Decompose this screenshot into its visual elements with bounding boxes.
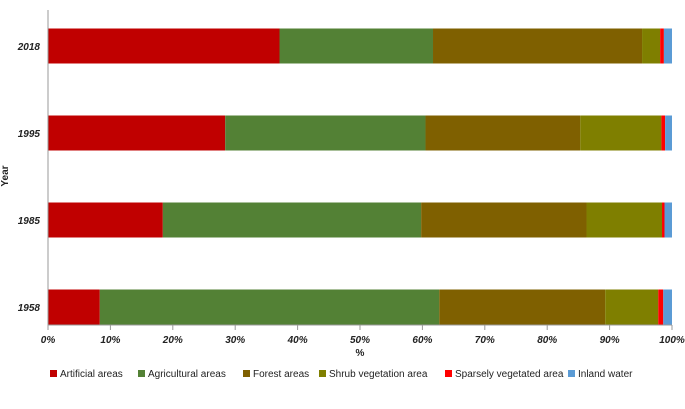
x-axis-ticks: 0% 10% 20% 30% 40% 50% 60% 70% 80% 90% 100%	[41, 325, 685, 346]
x-tick-label: 30%	[225, 335, 245, 346]
legend-label: Inland water	[578, 369, 633, 380]
bar-2018-inland-water	[663, 28, 672, 64]
x-tick-label: 0%	[41, 335, 56, 346]
bar-1985-shrub-vegetation-area	[586, 202, 663, 238]
bar-2018-agricultural-areas	[279, 28, 434, 64]
y-axis-title: Year	[0, 165, 11, 186]
bar-1985-agricultural-areas	[162, 202, 422, 238]
legend: Artificial areas Agricultural areas Forest…	[50, 369, 633, 380]
bar-1995-sparsely-vegetated-area	[661, 115, 666, 151]
bar-1995-inland-water	[665, 115, 672, 151]
x-tick-label: 70%	[475, 335, 495, 346]
legend-label: Sparsely vegetated area	[455, 369, 564, 380]
x-tick-label: 80%	[537, 335, 557, 346]
bar-2018-shrub-vegetation-area	[642, 28, 661, 64]
bar-2018-artificial-areas	[48, 28, 280, 64]
x-tick-label: 20%	[162, 335, 183, 346]
bar-1958-agricultural-areas	[99, 289, 440, 325]
bar-1985-artificial-areas	[48, 202, 163, 238]
legend-label: Forest areas	[253, 369, 309, 380]
x-tick-label: 60%	[412, 335, 432, 346]
y-axis-category-labels: 2018 1995 1985 1958	[17, 42, 41, 314]
bar-1985-inland-water	[664, 202, 672, 238]
legend-swatch	[50, 370, 57, 377]
x-tick-label: 90%	[600, 335, 620, 346]
legend-swatch	[568, 370, 575, 377]
y-category-label: 1985	[18, 216, 41, 227]
legend-swatch	[243, 370, 250, 377]
bar-1985-sparsely-vegetated-area	[662, 202, 665, 238]
bar-1958-inland-water	[663, 289, 672, 325]
legend-swatch	[138, 370, 145, 377]
y-category-label: 1958	[18, 303, 41, 314]
x-tick-label: 50%	[350, 335, 370, 346]
bar-1995-forest-areas	[425, 115, 581, 151]
bar-1995-shrub-vegetation-area	[580, 115, 662, 151]
bars-group	[48, 28, 672, 325]
x-tick-label: 100%	[659, 335, 685, 346]
legend-label: Shrub vegetation area	[329, 369, 428, 380]
legend-swatch	[319, 370, 326, 377]
y-category-label: 2018	[17, 42, 41, 53]
bar-1958-artificial-areas	[48, 289, 100, 325]
legend-label: Agricultural areas	[148, 369, 226, 380]
bar-1985-forest-areas	[421, 202, 587, 238]
bar-1958-forest-areas	[439, 289, 606, 325]
bar-1995-artificial-areas	[48, 115, 226, 151]
x-tick-label: 10%	[100, 335, 120, 346]
bar-2018-sparsely-vegetated-area	[660, 28, 664, 64]
legend-label: Artificial areas	[60, 369, 123, 380]
bar-1958-sparsely-vegetated-area	[658, 289, 664, 325]
x-tick-label: 40%	[287, 335, 308, 346]
bar-2018-forest-areas	[433, 28, 643, 64]
legend-swatch	[445, 370, 452, 377]
y-category-label: 1995	[18, 129, 41, 140]
bar-1958-shrub-vegetation-area	[605, 289, 659, 325]
x-axis-title: %	[356, 348, 365, 359]
bar-1995-agricultural-areas	[225, 115, 426, 151]
